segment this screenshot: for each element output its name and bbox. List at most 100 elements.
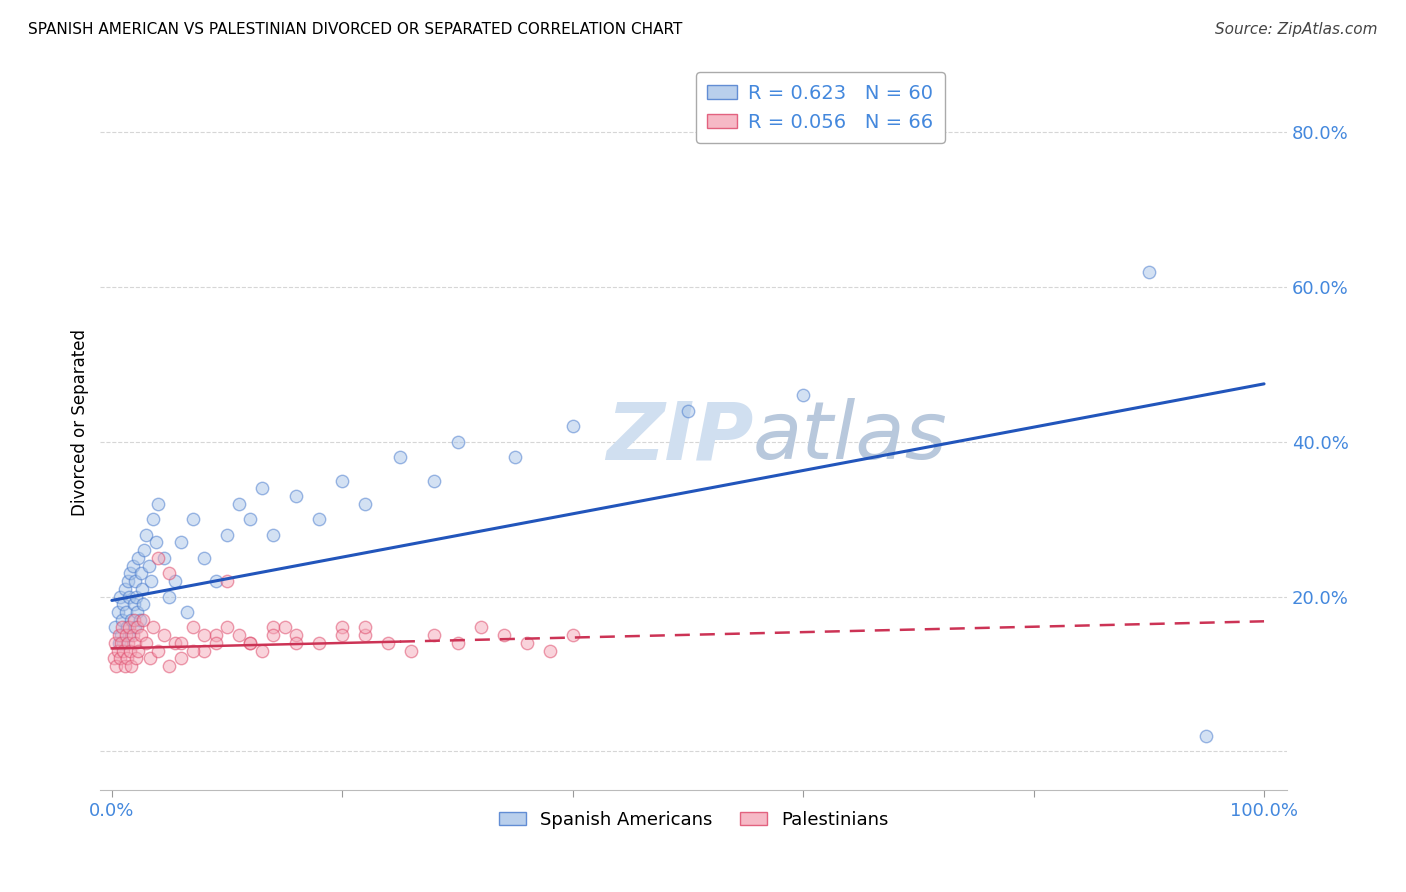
Point [1137, 265, 1160, 279]
Point [285, 628, 308, 642]
Point [176, 605, 198, 619]
Point [152, 628, 174, 642]
Point [217, 527, 239, 541]
Point [193, 550, 215, 565]
Point [118, 620, 141, 634]
Point [262, 620, 284, 634]
Point [204, 574, 226, 588]
Point [139, 574, 162, 588]
Point [138, 558, 160, 573]
Point [146, 497, 169, 511]
Point [135, 636, 157, 650]
Point [112, 643, 135, 657]
Point [107, 636, 129, 650]
Point [516, 636, 538, 650]
Point [110, 636, 132, 650]
Point [152, 550, 174, 565]
Point [124, 636, 146, 650]
Text: Source: ZipAtlas.com: Source: ZipAtlas.com [1215, 22, 1378, 37]
Point [239, 636, 262, 650]
Point [377, 636, 399, 650]
Point [110, 628, 132, 642]
Point [262, 628, 284, 642]
Text: SPANISH AMERICAN VS PALESTINIAN DIVORCED OR SEPARATED CORRELATION CHART: SPANISH AMERICAN VS PALESTINIAN DIVORCED… [28, 22, 682, 37]
Point [127, 605, 149, 619]
Point [122, 613, 145, 627]
Point [132, 597, 155, 611]
Point [114, 628, 136, 642]
Point [538, 643, 561, 657]
Point [181, 512, 204, 526]
Point [250, 643, 273, 657]
Point [103, 651, 125, 665]
Point [446, 434, 468, 449]
Point [354, 497, 377, 511]
Point [165, 574, 187, 588]
Point [120, 613, 142, 627]
Point [181, 620, 204, 634]
Point [561, 419, 583, 434]
Point [204, 628, 226, 642]
Point [308, 636, 330, 650]
Point [676, 404, 699, 418]
Point [1195, 729, 1218, 743]
Point [118, 628, 141, 642]
Point [108, 590, 131, 604]
Y-axis label: Divorced or Separated: Divorced or Separated [72, 329, 89, 516]
Point [354, 628, 377, 642]
Point [122, 597, 145, 611]
Point [423, 628, 446, 642]
Point [128, 613, 150, 627]
Point [181, 643, 204, 657]
Point [170, 651, 193, 665]
Point [159, 566, 181, 581]
Point [423, 474, 446, 488]
Point [446, 636, 468, 650]
Legend: Spanish Americans, Palestinians: Spanish Americans, Palestinians [492, 804, 896, 836]
Point [111, 620, 134, 634]
Point [107, 605, 129, 619]
Point [308, 512, 330, 526]
Point [204, 636, 226, 650]
Point [104, 620, 127, 634]
Point [120, 659, 142, 673]
Point [124, 620, 146, 634]
Point [117, 636, 139, 650]
Point [228, 628, 250, 642]
Point [107, 628, 129, 642]
Text: atlas: atlas [754, 398, 948, 476]
Point [125, 590, 148, 604]
Point [330, 474, 353, 488]
Point [354, 620, 377, 634]
Point [129, 566, 152, 581]
Point [250, 481, 273, 495]
Point [131, 582, 153, 596]
Point [503, 450, 526, 465]
Point [121, 628, 143, 642]
Point [135, 527, 157, 541]
Point [107, 643, 129, 657]
Point [285, 489, 308, 503]
Point [170, 535, 193, 549]
Point [170, 636, 193, 650]
Point [262, 527, 284, 541]
Point [127, 550, 149, 565]
Point [159, 659, 181, 673]
Point [285, 636, 308, 650]
Point [129, 628, 152, 642]
Point [112, 636, 135, 650]
Point [193, 628, 215, 642]
Point [401, 643, 423, 657]
Point [132, 613, 155, 627]
Point [165, 636, 187, 650]
Point [792, 388, 814, 402]
Point [492, 628, 515, 642]
Point [108, 651, 131, 665]
Point [112, 597, 135, 611]
Point [125, 651, 148, 665]
Point [117, 574, 139, 588]
Point [145, 535, 167, 549]
Point [115, 620, 138, 634]
Point [120, 643, 142, 657]
Point [239, 512, 262, 526]
